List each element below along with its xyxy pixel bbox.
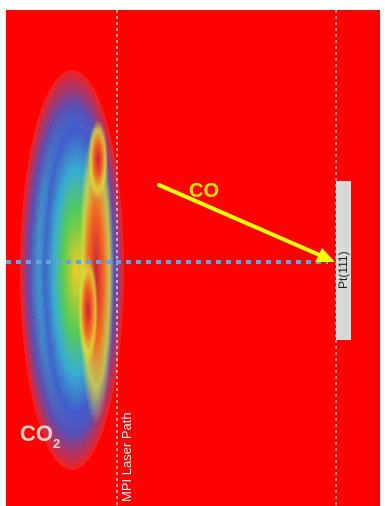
co2-label: CO2 (20, 421, 60, 451)
co2-label-subscript: 2 (53, 436, 60, 451)
velocity-map-image: Pt(111) CO CO2 MPI Laser Path (6, 10, 380, 506)
co2-label-main: CO (20, 421, 53, 446)
pt111-label: Pt(111) (336, 251, 350, 289)
co2-plume (20, 70, 124, 470)
velocity-map-figure: Pt(111) CO CO2 MPI Laser Path (6, 10, 380, 506)
co-label: CO (189, 180, 219, 202)
co-arrow-shaft (157, 183, 326, 259)
co-arrow (157, 183, 335, 262)
pt111-surface (336, 181, 351, 340)
laser-path-label: MPI Laser Path (119, 412, 134, 502)
co-arrow-head (315, 248, 335, 262)
plume-speckle-noise (20, 70, 124, 470)
